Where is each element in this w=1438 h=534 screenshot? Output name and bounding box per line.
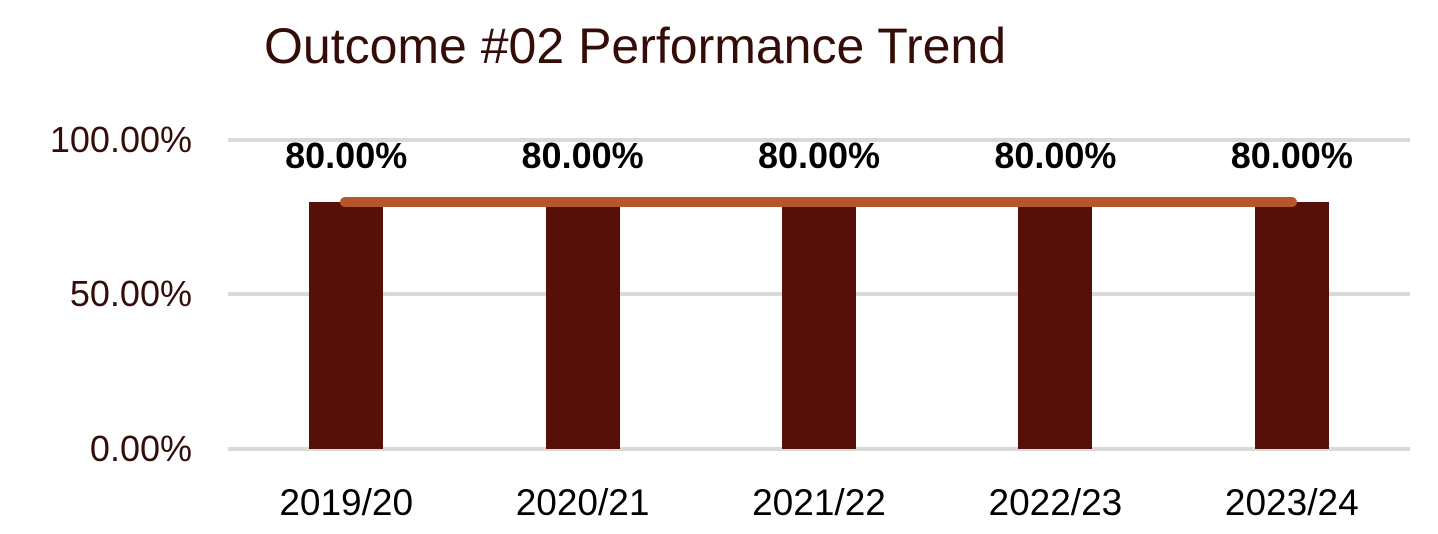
y-axis-tick-0: 0.00% <box>89 428 192 469</box>
bar-column: 80.00% <box>228 136 464 449</box>
x-axis-tick: 2020/21 <box>515 482 650 523</box>
bar <box>545 201 620 449</box>
bar <box>1018 201 1093 449</box>
bar <box>781 201 856 449</box>
bar-column: 80.00% <box>701 136 937 449</box>
x-axis-tick: 2019/20 <box>279 482 414 523</box>
gridline-100 <box>228 138 1410 142</box>
gridline-0 <box>228 447 1410 451</box>
x-axis-tick: 2023/24 <box>1224 482 1359 523</box>
bar <box>1254 201 1329 449</box>
data-label: 80.00% <box>757 135 881 176</box>
data-label: 80.00% <box>521 135 644 176</box>
y-axis-tick-100: 100.00% <box>49 119 192 160</box>
bar-column: 80.00% <box>464 136 700 449</box>
x-axis-tick: 2021/22 <box>752 482 886 523</box>
data-label: 80.00% <box>1230 135 1353 176</box>
data-label: 80.00% <box>994 135 1117 176</box>
x-axis-tick: 2022/23 <box>988 482 1123 523</box>
chart-title: Outcome #02 Performance Trend <box>264 18 1007 74</box>
bar-column: 80.00% <box>937 136 1173 449</box>
bar-column: 80.00% <box>1174 136 1410 449</box>
x-axis: 2019/20 2020/21 2021/22 2022/23 2023/24 <box>228 481 1410 529</box>
bar <box>309 201 384 449</box>
trend-line <box>340 196 1297 207</box>
y-axis-tick-50: 50.00% <box>69 273 192 314</box>
plot-area: 80.00% 80.00% 80.00% 80.00% 80.00% <box>228 136 1410 451</box>
data-label: 80.00% <box>285 135 408 176</box>
